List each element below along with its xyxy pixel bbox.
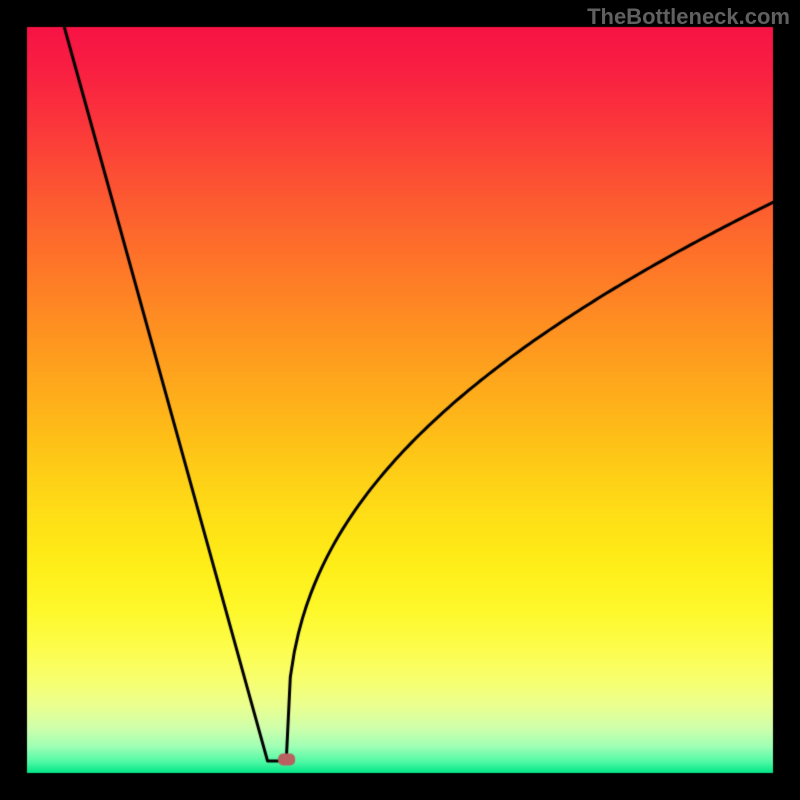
chart-root: TheBottleneck.com: [0, 0, 800, 800]
watermark-text: TheBottleneck.com: [587, 4, 790, 30]
curve-layer: [0, 0, 800, 800]
